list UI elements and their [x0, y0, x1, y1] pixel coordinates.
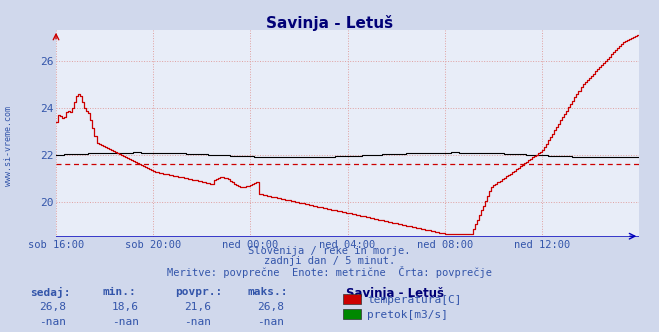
- Text: -nan: -nan: [257, 317, 284, 327]
- Text: povpr.:: povpr.:: [175, 287, 222, 297]
- Text: 18,6: 18,6: [112, 302, 139, 312]
- Text: temperatura[C]: temperatura[C]: [367, 295, 461, 305]
- Text: sedaj:: sedaj:: [30, 287, 70, 298]
- Text: 21,6: 21,6: [185, 302, 212, 312]
- Text: 26,8: 26,8: [257, 302, 284, 312]
- Text: Savinja - Letuš: Savinja - Letuš: [346, 287, 444, 300]
- Text: -nan: -nan: [40, 317, 67, 327]
- Text: Meritve: povprečne  Enote: metrične  Črta: povprečje: Meritve: povprečne Enote: metrične Črta:…: [167, 266, 492, 278]
- Text: maks.:: maks.:: [247, 287, 287, 297]
- Text: -nan: -nan: [112, 317, 139, 327]
- Text: Savinja - Letuš: Savinja - Letuš: [266, 15, 393, 31]
- Text: min.:: min.:: [102, 287, 136, 297]
- Text: zadnji dan / 5 minut.: zadnji dan / 5 minut.: [264, 256, 395, 266]
- Text: Slovenija / reke in morje.: Slovenija / reke in morje.: [248, 246, 411, 256]
- Text: -nan: -nan: [185, 317, 212, 327]
- Text: www.si-vreme.com: www.si-vreme.com: [4, 106, 13, 186]
- Text: 26,8: 26,8: [40, 302, 67, 312]
- Text: pretok[m3/s]: pretok[m3/s]: [367, 310, 448, 320]
